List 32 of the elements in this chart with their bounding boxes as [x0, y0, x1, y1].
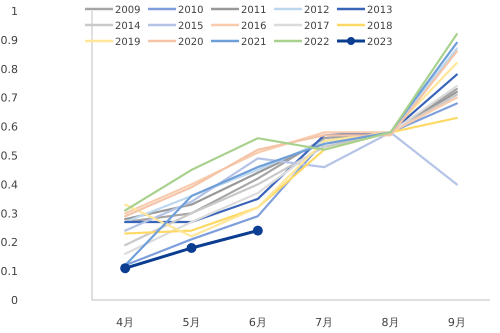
y-tick-label: 0.5	[0, 150, 18, 162]
legend-label: 2017	[304, 21, 330, 32]
legend-label: 2014	[115, 21, 140, 32]
legend-label: 2020	[178, 37, 204, 48]
legend-label: 2018	[367, 21, 392, 32]
legend-label: 2011	[241, 5, 266, 16]
y-tick-label: 1	[11, 5, 18, 18]
legend-label: 2019	[115, 37, 140, 48]
legend-label: 2010	[178, 5, 204, 16]
y-tick-label: 0.2	[0, 236, 18, 250]
legend-label: 2015	[178, 21, 204, 32]
y-tick-label: 0.9	[0, 34, 18, 47]
x-tick-label: 5月	[182, 316, 200, 329]
legend-label: 2023	[367, 37, 392, 48]
x-tick-label: 9月	[448, 316, 466, 329]
x-tick-label: 4月	[116, 316, 134, 329]
legend-label: 2013	[367, 5, 392, 16]
y-tick-label: 0.3	[0, 207, 18, 220]
legend-label: 2022	[304, 37, 330, 48]
x-tick-label: 8月	[382, 316, 400, 329]
y-tick-label: 0.4	[0, 178, 18, 192]
y-tick-label: 0.8	[0, 62, 18, 76]
y-tick-label: 0.6	[0, 120, 18, 134]
legend-label: 2016	[241, 21, 266, 32]
legend-label: 2021	[241, 37, 266, 48]
legend-label: 2009	[115, 5, 140, 16]
y-tick-label: 0.7	[0, 92, 18, 105]
x-tick-label: 6月	[248, 316, 267, 329]
y-tick-label: 0.1	[0, 265, 18, 278]
legend-label: 2012	[304, 5, 330, 16]
y-tick-label: 0	[11, 294, 18, 307]
x-tick-label: 7月	[315, 316, 334, 329]
